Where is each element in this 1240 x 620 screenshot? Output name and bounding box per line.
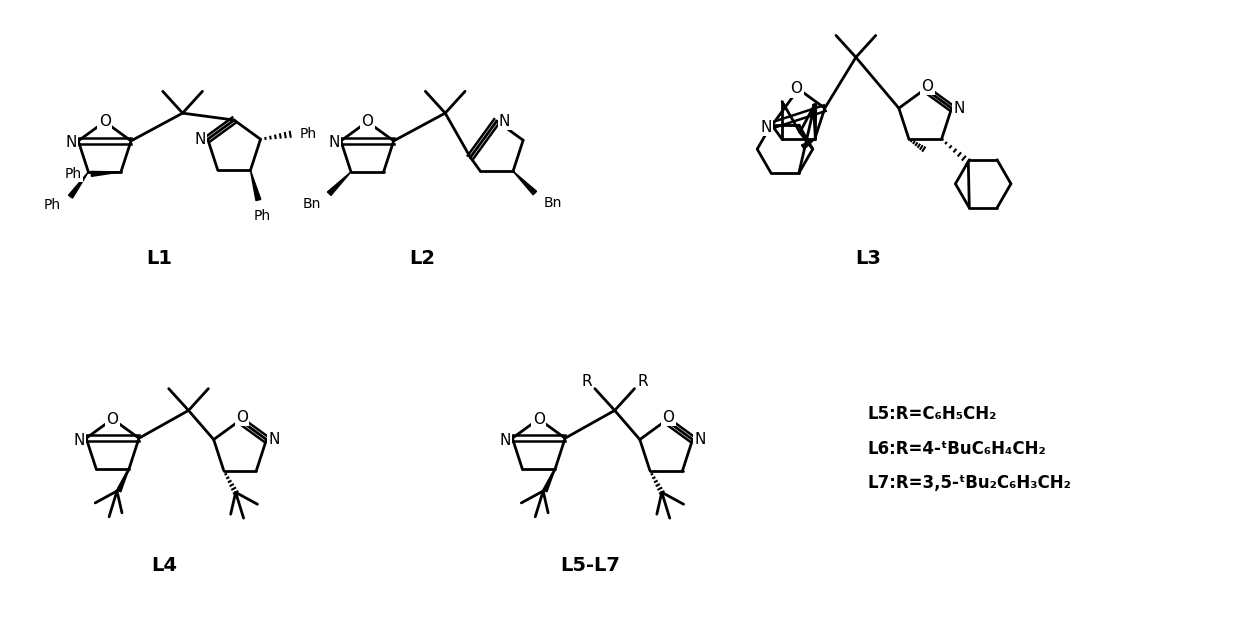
Text: O: O (99, 114, 110, 129)
Text: L7:R=3,5-ᵗBu₂C₆H₃CH₂: L7:R=3,5-ᵗBu₂C₆H₃CH₂ (868, 474, 1071, 492)
Text: Bn: Bn (543, 196, 562, 210)
Text: Bn: Bn (303, 197, 320, 211)
Text: L6:R=4-ᵗBuC₆H₄CH₂: L6:R=4-ᵗBuC₆H₄CH₂ (868, 440, 1047, 458)
Text: N: N (73, 433, 86, 448)
Polygon shape (543, 469, 556, 492)
Text: R: R (582, 374, 593, 389)
Polygon shape (801, 140, 815, 149)
Polygon shape (68, 172, 88, 198)
Text: L1: L1 (146, 249, 172, 268)
Text: Ph: Ph (45, 198, 61, 211)
Text: N: N (760, 120, 771, 135)
Text: O: O (236, 410, 248, 425)
Text: O: O (921, 79, 934, 94)
Text: N: N (500, 433, 511, 448)
Text: Ph: Ph (254, 209, 270, 223)
Text: N: N (954, 100, 965, 116)
Text: N: N (66, 135, 77, 151)
Text: N: N (269, 432, 280, 447)
Text: N: N (498, 113, 511, 128)
Text: N: N (195, 131, 206, 147)
Text: L3: L3 (854, 249, 880, 268)
Text: Ph: Ph (64, 167, 82, 181)
Text: Ph: Ph (300, 127, 316, 141)
Text: O: O (361, 114, 373, 129)
Text: O: O (107, 412, 119, 427)
Text: O: O (533, 412, 544, 427)
Polygon shape (91, 171, 122, 176)
Polygon shape (812, 105, 817, 140)
Polygon shape (513, 171, 537, 195)
Text: L5-L7: L5-L7 (560, 556, 620, 575)
Text: L4: L4 (151, 556, 177, 575)
Text: N: N (694, 432, 707, 447)
Text: O: O (662, 410, 675, 425)
Text: R: R (637, 374, 647, 389)
Text: N: N (329, 135, 340, 151)
Text: L2: L2 (409, 249, 435, 268)
Polygon shape (327, 172, 351, 195)
Polygon shape (118, 469, 129, 492)
Polygon shape (250, 170, 260, 201)
Text: O: O (790, 81, 802, 97)
Text: L5:R=C₆H₅CH₂: L5:R=C₆H₅CH₂ (868, 405, 997, 423)
